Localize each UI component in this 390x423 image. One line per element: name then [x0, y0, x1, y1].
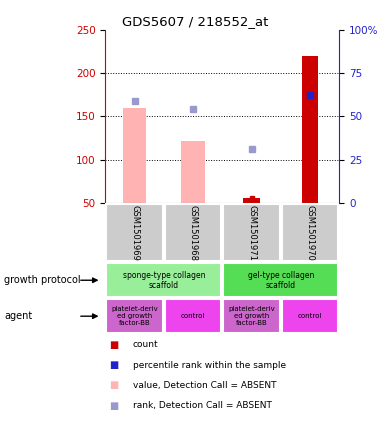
Text: ■: ■	[109, 360, 119, 370]
Bar	[106, 204, 163, 261]
Text: GSM1501969: GSM1501969	[130, 205, 139, 261]
Bar	[302, 55, 318, 203]
Text: percentile rank within the sample: percentile rank within the sample	[133, 360, 286, 370]
Text: sponge-type collagen
scaffold: sponge-type collagen scaffold	[122, 271, 205, 290]
Bar	[123, 107, 146, 203]
Text: ■: ■	[109, 401, 119, 411]
Bar	[223, 299, 280, 333]
Text: control: control	[181, 313, 205, 319]
Text: platelet-deriv
ed growth
factor-BB: platelet-deriv ed growth factor-BB	[111, 306, 158, 326]
Text: gel-type collagen
scaffold: gel-type collagen scaffold	[248, 271, 314, 290]
Bar	[165, 299, 221, 333]
Bar	[223, 264, 338, 297]
Text: platelet-deriv
ed growth
factor-BB: platelet-deriv ed growth factor-BB	[228, 306, 275, 326]
Bar	[106, 299, 163, 333]
Bar	[165, 204, 221, 261]
Text: growth protocol: growth protocol	[4, 275, 80, 285]
Text: GDS5607 / 218552_at: GDS5607 / 218552_at	[122, 15, 268, 28]
Bar	[181, 140, 205, 203]
Text: ■: ■	[109, 340, 119, 350]
Text: control: control	[298, 313, 322, 319]
Text: ■: ■	[109, 380, 119, 390]
Text: GSM1501970: GSM1501970	[305, 205, 315, 261]
Text: agent: agent	[4, 311, 32, 321]
Text: GSM1501971: GSM1501971	[247, 205, 256, 261]
Text: GSM1501968: GSM1501968	[188, 205, 198, 261]
Text: rank, Detection Call = ABSENT: rank, Detection Call = ABSENT	[133, 401, 271, 410]
Bar	[223, 204, 280, 261]
Text: count: count	[133, 340, 158, 349]
Bar	[282, 204, 338, 261]
Bar	[243, 198, 260, 203]
Bar	[282, 299, 338, 333]
Bar	[106, 264, 221, 297]
Text: value, Detection Call = ABSENT: value, Detection Call = ABSENT	[133, 381, 276, 390]
